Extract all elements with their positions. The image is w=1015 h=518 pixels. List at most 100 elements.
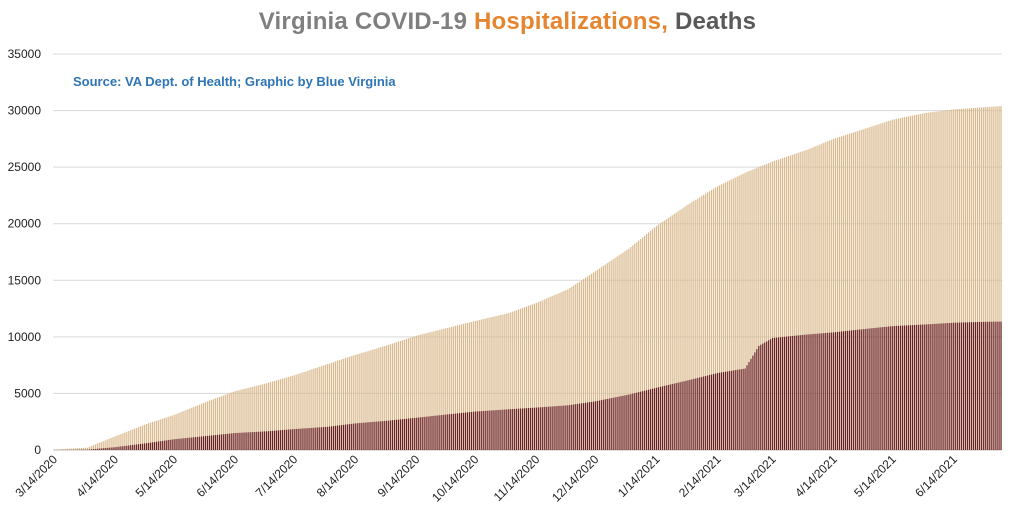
- bar-deaths: [140, 443, 142, 450]
- bar-hospitalizations: [372, 349, 374, 450]
- x-tick-label: 4/14/2021: [792, 452, 840, 500]
- y-tick-label: 5000: [14, 386, 41, 400]
- bar-hospitalizations: [925, 112, 927, 450]
- bar-hospitalizations: [323, 365, 325, 450]
- bar-deaths: [710, 374, 713, 450]
- bar-hospitalizations: [356, 354, 358, 450]
- bar-deaths: [258, 431, 260, 450]
- bar-deaths: [937, 323, 939, 450]
- bar-deaths: [888, 326, 890, 450]
- bar-deaths: [539, 407, 541, 450]
- bar-hospitalizations: [271, 381, 274, 450]
- bar-hospitalizations: [754, 168, 756, 450]
- bar-deaths: [915, 324, 917, 450]
- bar-deaths: [773, 337, 776, 450]
- bar-deaths: [374, 421, 376, 450]
- bar-hospitalizations: [258, 385, 260, 450]
- bar-deaths: [521, 408, 524, 450]
- bar-hospitalizations: [659, 223, 662, 450]
- bar-deaths: [329, 426, 331, 450]
- bar-hospitalizations: [527, 305, 530, 450]
- bar-hospitalizations: [354, 354, 356, 450]
- bar-hospitalizations: [886, 121, 888, 450]
- bar-hospitalizations: [781, 158, 784, 450]
- bar-hospitalizations: [187, 409, 189, 450]
- bar-hospitalizations: [482, 319, 484, 450]
- bar-hospitalizations: [307, 370, 309, 450]
- bar-hospitalizations: [279, 379, 282, 450]
- bar-hospitalizations: [736, 176, 738, 450]
- bar-deaths: [466, 412, 469, 450]
- bar-deaths: [616, 396, 618, 450]
- bar-deaths: [167, 440, 169, 450]
- bar-hospitalizations: [301, 372, 303, 450]
- bar-hospitalizations: [84, 447, 87, 450]
- bar-hospitalizations: [401, 340, 404, 450]
- bar-hospitalizations: [325, 364, 327, 450]
- bar-hospitalizations: [813, 146, 815, 450]
- bar-deaths: [813, 333, 815, 450]
- bar-hospitalizations: [878, 124, 880, 451]
- bar-deaths: [458, 413, 461, 450]
- bar-hospitalizations: [134, 428, 136, 450]
- bar-deaths: [561, 405, 563, 450]
- bar-hospitalizations: [710, 190, 713, 450]
- bar-hospitalizations: [640, 238, 642, 450]
- bar-hospitalizations: [915, 114, 917, 450]
- bar-hospitalizations: [850, 133, 852, 450]
- bar-hospitalizations: [953, 109, 955, 450]
- bar-hospitalizations: [283, 378, 285, 450]
- bar-hospitalizations: [179, 412, 181, 450]
- bar-hospitalizations: [132, 429, 134, 450]
- bar-hospitalizations: [86, 447, 89, 450]
- bar-hospitalizations: [535, 302, 537, 450]
- bar-hospitalizations: [750, 170, 752, 450]
- bar-hospitalizations: [716, 186, 719, 450]
- bar-deaths: [395, 419, 398, 450]
- bar-deaths: [901, 325, 904, 450]
- bar-hospitalizations: [819, 144, 821, 450]
- bar-hospitalizations: [742, 173, 744, 450]
- bar-deaths: [203, 436, 205, 450]
- bar-deaths: [429, 416, 431, 450]
- bar-deaths: [598, 400, 600, 450]
- bar-hospitalizations: [943, 110, 945, 451]
- bar-deaths: [120, 446, 122, 450]
- bar-hospitalizations: [516, 310, 518, 450]
- bar-hospitalizations: [848, 133, 851, 450]
- bar-hospitalizations: [104, 440, 106, 450]
- bar-deaths: [494, 410, 496, 450]
- bar-hospitalizations: [584, 277, 587, 450]
- bar-hospitalizations: [803, 150, 805, 450]
- bar-deaths: [557, 406, 559, 450]
- bar-deaths: [620, 396, 622, 450]
- bar-deaths: [547, 406, 549, 450]
- bar-deaths: [364, 422, 366, 450]
- bar-deaths: [732, 370, 734, 450]
- bar-deaths: [392, 420, 394, 450]
- bar-deaths: [709, 375, 711, 450]
- bar-deaths: [291, 429, 293, 450]
- bar-hospitalizations: [699, 197, 701, 450]
- bar-deaths: [216, 434, 219, 450]
- bar-hospitalizations: [663, 220, 665, 450]
- y-tick-label: 15000: [8, 273, 42, 287]
- y-tick-label: 10000: [8, 330, 42, 344]
- bar-hospitalizations: [510, 312, 512, 450]
- bar-deaths: [555, 406, 557, 450]
- bar-hospitalizations: [583, 278, 585, 450]
- bar-hospitalizations: [116, 435, 118, 450]
- bar-deaths: [880, 327, 882, 450]
- bar-hospitalizations: [984, 107, 986, 451]
- bar-hospitalizations: [968, 108, 971, 450]
- bar-hospitalizations: [866, 128, 868, 450]
- bar-deaths: [311, 427, 313, 450]
- bar-deaths: [657, 387, 660, 450]
- bar-hospitalizations: [431, 331, 433, 450]
- series-hospitalizations: [53, 106, 1002, 451]
- bar-hospitalizations: [277, 379, 280, 450]
- bar-deaths: [569, 405, 571, 450]
- bar-deaths: [449, 414, 451, 450]
- bar-deaths: [551, 406, 553, 450]
- bar-deaths: [116, 446, 118, 450]
